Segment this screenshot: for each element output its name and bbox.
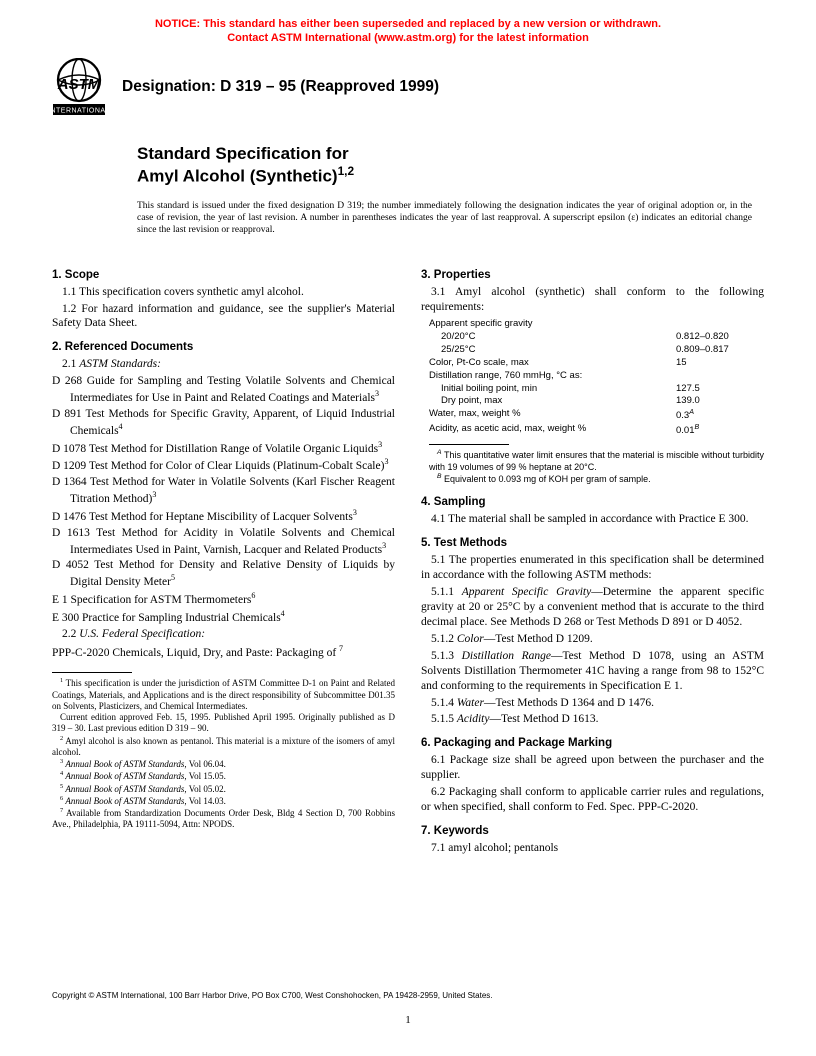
tm-5-1: 5.1 The properties enumerated in this sp… [421,553,764,583]
tm-5-1-4-it: Water [457,697,484,709]
prop-ibpv: 127.5 [676,383,764,396]
footnote-1b: Current edition approved Feb. 15, 1995. … [52,712,395,735]
header: ASTM INTERNATIONAL Designation: D 319 – … [52,58,764,116]
prop-dp: Dry point, max [429,395,676,408]
footnote-4v: , Vol 15.05. [184,771,225,781]
title-line2: Amyl Alcohol (Synthetic) [137,167,338,186]
svg-text:ASTM: ASTM [57,76,101,93]
table-note-separator [429,444,509,445]
title-superscript: 1,2 [338,164,355,178]
footnote-3v: , Vol 06.04. [184,759,225,769]
refdocs-head: 2. Referenced Documents [52,341,395,353]
prop-ibp: Initial boiling point, min [429,383,676,396]
pkg-6-1: 6.1 Package size shall be agreed upon be… [421,753,764,783]
std-e300: E 300 Practice for Sampling Industrial C… [52,612,281,624]
std-d1613: D 1613 Test Method for Acidity in Volati… [52,527,395,556]
astm-logo: ASTM INTERNATIONAL [52,58,106,116]
right-column: 3. Properties 3.1 Amyl alcohol (syntheti… [421,259,764,859]
std-d268: D 268 Guide for Sampling and Testing Vol… [52,375,395,404]
footnote-5v: , Vol 05.02. [184,784,225,794]
footnote-6v: , Vol 14.03. [184,796,225,806]
title-block: Standard Specification for Amyl Alcohol … [137,144,764,187]
pkg-6-2: 6.2 Packaging shall conform to applicabl… [421,785,764,815]
prop-asg: Apparent specific gravity [429,318,676,331]
prop-20: 20/20°C [429,331,676,344]
std-d4052: D 4052 Test Method for Density and Relat… [52,559,395,588]
footnote-1: This specification is under the jurisdic… [52,678,395,711]
refdocs-2-2-it: U.S. Federal Specification: [79,628,205,640]
sampling-head: 4. Sampling [421,496,764,508]
notice-line1: NOTICE: This standard has either been su… [155,18,661,30]
tm-5-1-3-it: Distillation Range [462,650,551,662]
prop-20v: 0.812–0.820 [676,331,764,344]
std-d1078: D 1078 Test Method for Distillation Rang… [52,443,378,455]
prop-water: Water, max, weight % [429,408,676,423]
svg-text:INTERNATIONAL: INTERNATIONAL [52,107,106,114]
prop-acidv: 0.01 [676,425,695,436]
properties-head: 3. Properties [421,269,764,281]
prop-waterv: 0.3 [676,410,689,421]
scope-1-2: 1.2 For hazard information and guidance,… [52,302,395,332]
packaging-head: 6. Packaging and Package Marking [421,737,764,749]
std-d1364: D 1364 Test Method for Water in Volatile… [52,476,395,505]
notice-line2: Contact ASTM International (www.astm.org… [227,32,589,44]
tm-5-1-5: —Test Method D 1613. [489,713,598,725]
keywords-7-1: 7.1 amyl alcohol; pentanols [421,841,764,856]
tm-5-1-2-it: Color [457,633,484,645]
prop-dpv: 139.0 [676,395,764,408]
table-note-a: This quantitative water limit ensures th… [429,450,764,472]
issuance-note: This standard is issued under the fixed … [137,201,764,237]
prop-colorv: 15 [676,357,764,370]
body-columns: 1. Scope 1.1 This specification covers s… [52,259,764,859]
scope-head: 1. Scope [52,269,395,281]
tm-5-1-1-it: Apparent Specific Gravity [462,586,591,598]
keywords-head: 7. Keywords [421,825,764,837]
std-ppp: PPP-C-2020 Chemicals, Liquid, Dry, and P… [52,646,339,658]
std-e1: E 1 Specification for ASTM Thermometers [52,594,251,606]
left-column: 1. Scope 1.1 This specification covers s… [52,259,395,859]
testmethods-head: 5. Test Methods [421,537,764,549]
prop-acid: Acidity, as acetic acid, max, weight % [429,423,676,438]
prop-25v: 0.809–0.817 [676,344,764,357]
properties-table: Apparent specific gravity 20/20°C0.812–0… [429,318,764,438]
std-d1476: D 1476 Test Method for Heptane Miscibili… [52,511,353,523]
tm-5-1-5-it: Acidity [457,713,490,725]
prop-color: Color, Pt-Co scale, max [429,357,676,370]
std-d1209: D 1209 Test Method for Color of Clear Li… [52,460,384,472]
tm-5-1-2: —Test Method D 1209. [484,633,593,645]
refdocs-2-1-label: 2.1 [62,358,79,370]
prop-25: 25/25°C [429,344,676,357]
footnote-7: Available from Standardization Documents… [52,808,395,829]
title-line1: Standard Specification for [137,144,764,164]
prop-dist: Distillation range, 760 mmHg, °C as: [429,370,676,383]
footnote-separator [52,672,132,673]
scope-1-1: 1.1 This specification covers synthetic … [52,285,395,300]
sampling-4-1: 4.1 The material shall be sampled in acc… [421,512,764,527]
footnote-2: Amyl alcohol is also known as pentanol. … [52,736,395,757]
refdocs-2-1-it: ASTM Standards: [79,358,161,370]
std-d891: D 891 Test Methods for Specific Gravity,… [52,408,395,437]
copyright: Copyright © ASTM International, 100 Barr… [52,991,493,1000]
tm-5-1-4: —Test Methods D 1364 and D 1476. [484,697,654,709]
table-note-b: Equivalent to 0.093 mg of KOH per gram o… [442,474,651,484]
page-number: 1 [52,1014,764,1026]
designation: Designation: D 319 – 95 (Reapproved 1999… [122,78,439,96]
refdocs-2-2-label: 2.2 [62,628,79,640]
properties-3-1: 3.1 Amyl alcohol (synthetic) shall confo… [421,285,764,315]
notice-banner: NOTICE: This standard has either been su… [52,18,764,46]
footnote-3-it: Annual Book of ASTM Standards [65,759,184,769]
